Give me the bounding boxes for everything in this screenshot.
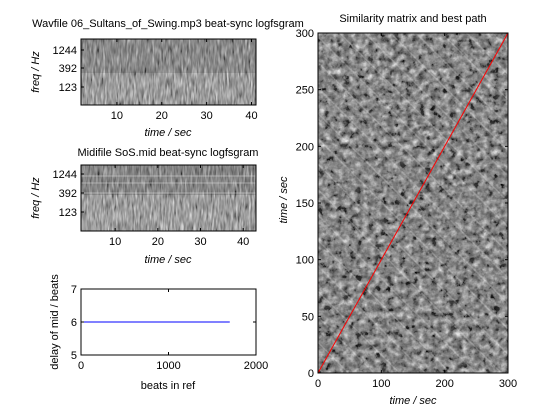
x-tick-label: 30 [194,236,206,248]
y-tick-label: 1244 [53,169,77,181]
y-tick-label: 100 [296,255,314,267]
y-tick-label: 250 [296,85,314,97]
panel-audio-spectrogram: Wavfile 06_Sultans_of_Swing.mp3 beat-syn… [30,18,304,139]
y-tick-label: 123 [59,207,77,219]
y-tick-label: 150 [296,198,314,210]
y-tick-label: 392 [59,188,77,200]
y-tick-label: 123 [59,82,77,94]
panel-similarity-title: Similarity matrix and best path [339,13,486,25]
panel-midi-spectrogram: Midifile SoS.mid beat-sync logfsgram 10 2… [30,147,258,266]
y-tick-label: 50 [302,311,314,323]
panel-delay-xlabel: beats in ref [141,380,196,392]
panel-similarity-ylabel: time / sec [278,176,290,224]
x-tick-label: 10 [111,110,123,122]
panel-delay-plot: 0 1000 2000 5 6 7 beats in ref delay of mid /… [49,274,268,392]
midi-spectrogram-image [81,165,256,231]
y-tick-label: 5 [71,350,77,362]
panel-audio-xlabel: time / sec [144,127,192,139]
x-tick-label: 1000 [156,360,180,372]
x-tick-label: 20 [156,110,168,122]
x-tick-label: 0 [78,360,84,372]
x-tick-label: 20 [152,236,164,248]
y-tick-label: 392 [59,63,77,75]
y-tick-label: 6 [71,317,77,329]
panel-delay-ylabel: delay of mid / beats [49,274,61,370]
x-tick-label: 2000 [244,360,268,372]
x-tick-label: 300 [499,378,517,390]
y-tick-label: 7 [71,284,77,296]
x-tick-label: 40 [245,110,257,122]
panel-midi-xlabel: time / sec [144,254,192,266]
panel-audio-title: Wavfile 06_Sultans_of_Swing.mp3 beat-syn… [32,18,304,30]
x-tick-label: 0 [315,378,321,390]
y-tick-label: 200 [296,141,314,153]
panel-audio-ylabel: freq / Hz [30,51,42,93]
audio-spectrogram-image [81,39,256,105]
y-tick-label: 1244 [53,45,77,57]
y-tick-label: 300 [296,28,314,40]
panel-midi-title: Midifile SoS.mid beat-sync logfsgram [78,147,259,159]
x-tick-label: 100 [372,378,390,390]
panel-similarity-xlabel: time / sec [389,395,437,407]
panel-similarity-matrix: Similarity matrix and best path 0 100 200 3… [278,13,517,407]
x-tick-label: 10 [109,236,121,248]
x-tick-label: 200 [435,378,453,390]
y-tick-label: 0 [308,368,314,380]
panel-midi-ylabel: freq / Hz [30,177,42,219]
x-tick-label: 40 [237,236,249,248]
x-tick-label: 30 [201,110,213,122]
